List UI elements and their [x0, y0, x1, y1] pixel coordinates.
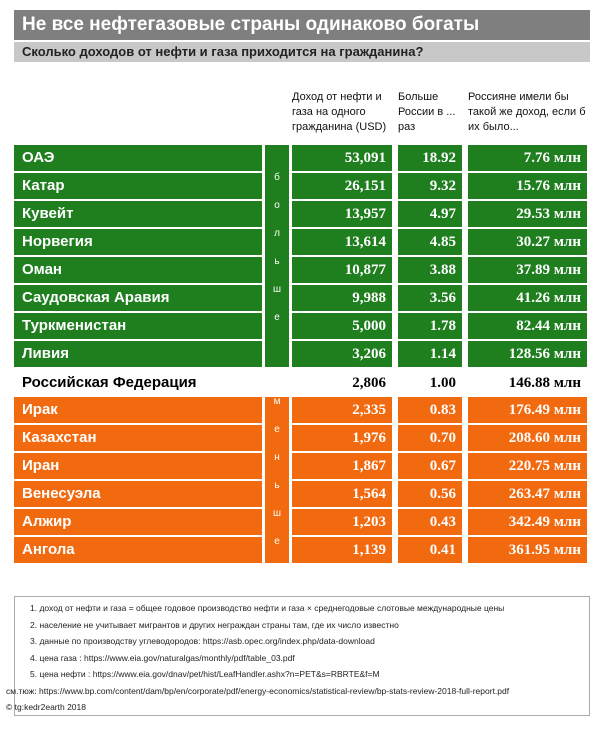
value-cell: 220.75 млн: [468, 453, 587, 479]
value-cell: 1.78: [398, 313, 462, 339]
country-name: Саудовская Аравия: [14, 285, 262, 311]
footnote: 1. доход от нефти и газа = общее годовое…: [30, 603, 505, 613]
value-cell: 29.53 млн: [468, 201, 587, 227]
value-cell: 0.67: [398, 453, 462, 479]
country-name: Ирак: [14, 397, 262, 423]
value-cell: 361.95 млн: [468, 537, 587, 563]
value-cell: 176.49 млн: [468, 397, 587, 423]
value-cell: 4.85: [398, 229, 462, 255]
footnote: 3. данные по производству углеводородов:…: [30, 636, 375, 646]
footer-box: [14, 596, 590, 716]
title: Не все нефтегазовые страны одинаково бог…: [14, 10, 590, 40]
value-cell: 53,091: [292, 145, 392, 171]
value-cell: 26,151: [292, 173, 392, 199]
value-cell: 0.56: [398, 481, 462, 507]
value-cell: 37.89 млн: [468, 257, 587, 283]
value-cell: 1,976: [292, 425, 392, 451]
column-header: Больше России в ... раз: [398, 91, 456, 133]
value-cell: 128.56 млн: [468, 341, 587, 367]
value-cell: 1,203: [292, 509, 392, 535]
value-cell: 4.97: [398, 201, 462, 227]
value-cell: 2,335: [292, 397, 392, 423]
value-cell: 1,867: [292, 453, 392, 479]
value-cell: 0.70: [398, 425, 462, 451]
value-cell: 18.92: [398, 145, 462, 171]
value-cell: 263.47 млн: [468, 481, 587, 507]
country-name: ОАЭ: [14, 145, 262, 171]
value-cell: 0.41: [398, 537, 462, 563]
country-name: Туркменистан: [14, 313, 262, 339]
value-cell: 3,206: [292, 341, 392, 367]
value-cell: 1.00: [429, 375, 456, 391]
value-cell: 0.43: [398, 509, 462, 535]
value-cell: 15.76 млн: [468, 173, 587, 199]
country-name: Оман: [14, 257, 262, 283]
country-name: Российская Федерация: [22, 374, 197, 391]
footnote: 4. цена газа : https://www.eia.gov/natur…: [30, 652, 295, 663]
value-cell: 82.44 млн: [468, 313, 587, 339]
value-cell: 3.88: [398, 257, 462, 283]
value-cell: 1,139: [292, 537, 392, 563]
value-cell: 13,614: [292, 229, 392, 255]
value-cell: 30.27 млн: [468, 229, 587, 255]
value-cell: 0.83: [398, 397, 462, 423]
value-cell: 13,957: [292, 201, 392, 227]
country-name: Ангола: [14, 537, 262, 563]
footnote: см.тюж: https://www.bp.com/content/dam/b…: [6, 685, 510, 696]
footnote: 5. цена нефти : https://www.eia.gov/dnav…: [30, 669, 380, 679]
country-name: Иран: [14, 453, 262, 479]
value-cell: 5,000: [292, 313, 392, 339]
value-cell: 1.14: [398, 341, 462, 367]
country-name: Кувейт: [14, 201, 262, 227]
value-cell: 7.76 млн: [468, 145, 587, 171]
value-cell: 1,564: [292, 481, 392, 507]
subtitle: Сколько доходов от нефти и газа приходит…: [14, 42, 590, 62]
country-name: Венесуэла: [14, 481, 262, 507]
value-cell: 3.56: [398, 285, 462, 311]
value-cell: 208.60 млн: [468, 425, 587, 451]
value-cell: 342.49 млн: [468, 509, 587, 535]
footnote: 2. население не учитывает мигрантов и др…: [30, 619, 399, 630]
side-label: меньше: [265, 396, 289, 564]
value-cell: 9,988: [292, 285, 392, 311]
country-name: Ливия: [14, 341, 262, 367]
column-header: Россияне имели бы такой же доход, если б…: [468, 91, 586, 133]
column-header: Доход от нефти и газа на одного граждани…: [292, 91, 387, 133]
value-cell: 2,806: [352, 375, 386, 391]
value-cell: 41.26 млн: [468, 285, 587, 311]
value-cell: 146.88 млн: [508, 375, 581, 391]
country-name: Катар: [14, 173, 262, 199]
value-cell: 10,877: [292, 257, 392, 283]
country-name: Казахстан: [14, 425, 262, 451]
value-cell: 9.32: [398, 173, 462, 199]
footnote: © tg:kedr2earth 2018: [6, 702, 86, 712]
country-name: Норвегия: [14, 229, 262, 255]
country-name: Алжир: [14, 509, 262, 535]
side-label: больше: [265, 145, 289, 367]
